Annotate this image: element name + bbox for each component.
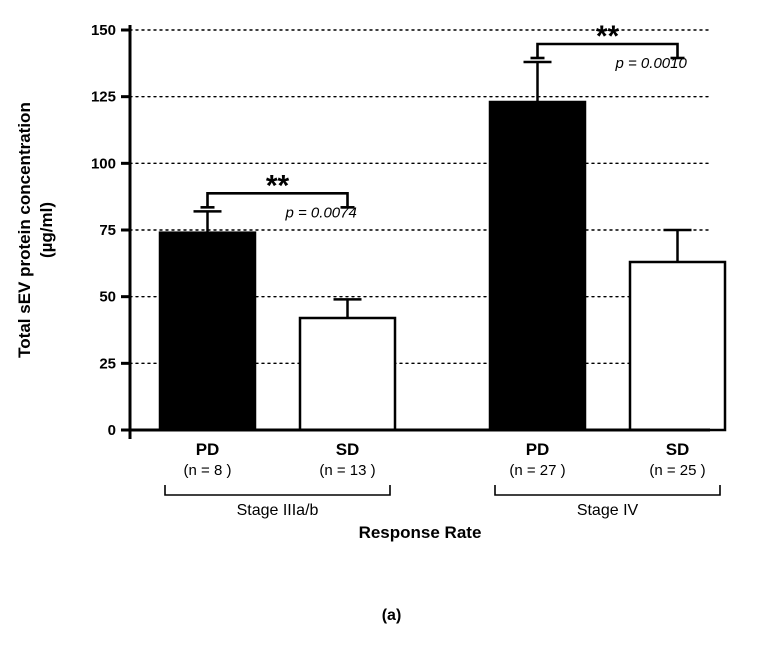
- y-tick-label: 50: [99, 289, 116, 306]
- n-label: (n = 8 ): [184, 462, 232, 479]
- panel-subtitle: (a): [382, 607, 402, 624]
- p-value: p = 0.0074: [285, 204, 357, 221]
- significance-stars: **: [596, 20, 620, 53]
- n-label: (n = 27 ): [509, 462, 565, 479]
- significance-stars: **: [266, 169, 290, 202]
- y-tick-label: 150: [91, 22, 116, 39]
- bar: [160, 233, 255, 430]
- category-label: PD: [526, 440, 550, 459]
- y-axis-label: Total sEV protein concentration(µg/ml): [15, 102, 56, 358]
- category-label: SD: [336, 440, 360, 459]
- category-label: SD: [666, 440, 690, 459]
- n-label: (n = 13 ): [319, 462, 375, 479]
- n-label: (n = 25 ): [649, 462, 705, 479]
- p-value: p = 0.0010: [615, 55, 688, 72]
- bar: [490, 102, 585, 430]
- group-bracket: [165, 485, 390, 495]
- y-tick-label: 125: [91, 89, 116, 106]
- y-tick-label: 100: [91, 155, 116, 172]
- stage-label: Stage IIIa/b: [237, 502, 319, 519]
- y-tick-label: 75: [99, 222, 116, 239]
- x-axis-label: Response Rate: [359, 523, 482, 542]
- svg-text:Total sEV protein concentratio: Total sEV protein concentration: [15, 102, 34, 358]
- svg-text:(µg/ml): (µg/ml): [37, 202, 56, 258]
- y-tick-label: 25: [99, 355, 116, 372]
- bar: [630, 262, 725, 430]
- bar: [300, 318, 395, 430]
- y-tick-label: 0: [108, 422, 116, 439]
- group-bracket: [495, 485, 720, 495]
- stage-label: Stage IV: [577, 502, 639, 519]
- category-label: PD: [196, 440, 220, 459]
